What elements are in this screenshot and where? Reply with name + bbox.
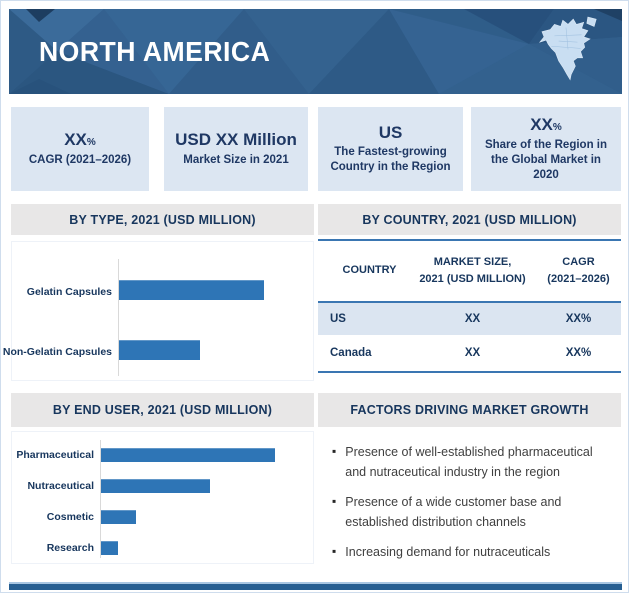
north-america-map-icon <box>538 16 597 81</box>
cell-market-size: XX <box>464 347 481 359</box>
bar-label-nutraceutical: Nutraceutical <box>27 480 94 492</box>
bar-cosmetic <box>101 510 136 524</box>
cell-country: Canada <box>330 347 372 359</box>
cell-cagr: XX% <box>565 313 592 325</box>
bar-gelatin-capsules <box>119 280 264 300</box>
bottom-accent-bar <box>9 582 622 590</box>
stat-cagr: XX% CAGR (2021–2026) <box>11 107 149 191</box>
bar-non-gelatin-capsules <box>119 340 200 360</box>
col-country: COUNTRY <box>342 264 397 277</box>
factor-text: Presence of well-established pharmaceuti… <box>345 445 593 479</box>
cell-cagr: XX% <box>565 347 592 359</box>
table-bottom-rule <box>318 371 621 373</box>
table-header-row: COUNTRY MARKET SIZE, 2021 (USD MILLION) … <box>318 239 621 303</box>
bar-label-pharmaceutical: Pharmaceutical <box>16 449 94 461</box>
page-title: NORTH AMERICA <box>39 35 271 67</box>
stat-value: XX% <box>64 130 96 150</box>
bar-pharmaceutical <box>101 448 275 462</box>
region-banner: NORTH AMERICA <box>9 9 622 94</box>
cell-market-size: XX <box>464 313 481 325</box>
by-country-header: BY COUNTRY, 2021 (USD MILLION) <box>318 204 621 235</box>
category-axis <box>100 440 101 558</box>
list-item: ▪ Presence of well-established pharmaceu… <box>332 442 615 482</box>
by-end-user-header: BY END USER, 2021 (USD MILLION) <box>11 393 314 427</box>
stat-label: Share of the Region in the Global Market… <box>484 138 608 181</box>
bar-nutraceutical <box>101 479 210 493</box>
stat-global-share: XX% Share of the Region in the Global Ma… <box>471 107 621 191</box>
factor-text: Increasing demand for nutraceuticals <box>345 545 551 559</box>
square-bullet-icon: ▪ <box>332 544 337 558</box>
bar-label-non-gelatin: Non-Gelatin Capsules <box>2 346 112 358</box>
factors-list: ▪ Presence of well-established pharmaceu… <box>318 442 621 572</box>
table-row-us: US XX XX% <box>318 303 621 335</box>
stat-label: The Fastest-growing Country in the Regio… <box>330 146 451 174</box>
stat-value: XX% <box>530 115 562 135</box>
stat-fastest-country: US The Fastest-growing Country in the Re… <box>318 107 463 191</box>
square-bullet-icon: ▪ <box>332 494 337 508</box>
stat-value: USD XX Million <box>175 130 297 150</box>
category-axis <box>118 259 119 376</box>
list-item: ▪ Presence of a wide customer base and e… <box>332 492 615 532</box>
bar-research <box>101 541 118 555</box>
list-item: ▪ Increasing demand for nutraceuticals <box>332 542 615 562</box>
stat-market-size: USD XX Million Market Size in 2021 <box>164 107 308 191</box>
col-market-size: MARKET SIZE, 2021 (USD MILLION) <box>419 255 526 285</box>
bar-label-research: Research <box>46 542 94 554</box>
bar-label-gelatin: Gelatin Capsules <box>26 286 112 298</box>
col-cagr: CAGR (2021–2026) <box>547 255 610 285</box>
by-type-header: BY TYPE, 2021 (USD MILLION) <box>11 204 314 235</box>
stat-label: Market Size in 2021 <box>183 153 289 166</box>
by-end-user-chart: Pharmaceutical Nutraceutical Cosmetic Re… <box>11 431 314 564</box>
polygon-background <box>9 9 622 94</box>
stat-label: CAGR (2021–2026) <box>28 153 132 166</box>
square-bullet-icon: ▪ <box>332 444 337 458</box>
factor-text: Presence of a wide customer base and est… <box>345 495 562 529</box>
table-row-canada: Canada XX XX% <box>318 335 621 371</box>
by-country-table: COUNTRY MARKET SIZE, 2021 (USD MILLION) … <box>318 239 621 373</box>
by-type-chart: Gelatin Capsules Non-Gelatin Capsules <box>3 241 314 381</box>
cell-country: US <box>330 313 346 325</box>
stat-value: US <box>378 122 403 142</box>
factors-header: FACTORS DRIVING MARKET GROWTH <box>318 393 621 427</box>
bar-label-cosmetic: Cosmetic <box>46 511 94 523</box>
